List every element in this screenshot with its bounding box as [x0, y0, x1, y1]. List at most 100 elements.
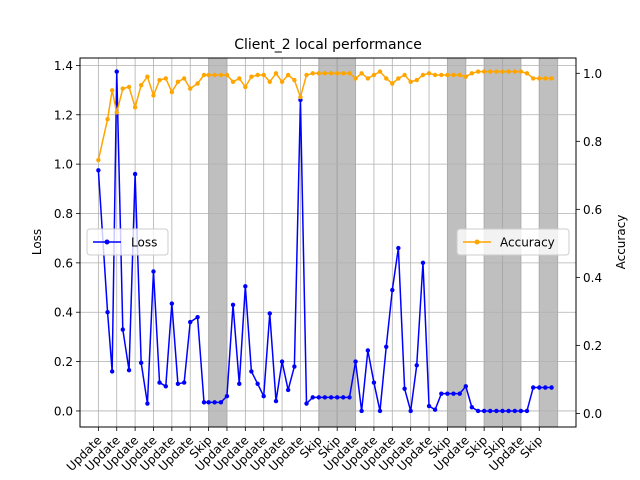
right-axis: 0.0 0.2 0.4 0.6 0.8 1.0	[576, 67, 602, 421]
data-point-loss	[414, 363, 419, 368]
chart-title: Client_2 local performance	[234, 37, 422, 53]
data-point-loss	[377, 408, 383, 414]
data-point-loss	[316, 395, 322, 400]
data-point-accuracy	[384, 76, 389, 81]
y-axis-label: Loss	[30, 229, 44, 255]
data-point-loss	[390, 287, 395, 293]
data-point-loss	[310, 395, 315, 400]
data-point-loss	[328, 395, 334, 400]
data-point-accuracy	[145, 74, 150, 79]
y2-axis-label: Accuracy	[614, 215, 628, 270]
data-point-accuracy	[132, 105, 138, 110]
data-point-accuracy	[524, 71, 530, 76]
data-point-accuracy	[353, 76, 358, 81]
data-point-loss	[445, 391, 450, 396]
data-point-accuracy	[396, 76, 401, 81]
data-point-accuracy	[512, 69, 518, 74]
data-point-loss	[500, 408, 505, 414]
data-point-loss	[188, 319, 193, 325]
data-point-loss	[420, 260, 426, 266]
data-point-loss	[341, 395, 346, 400]
data-point-accuracy	[518, 69, 524, 74]
data-point-accuracy	[365, 76, 371, 81]
data-point-accuracy	[96, 157, 101, 163]
data-point-loss	[549, 385, 554, 390]
data-point-loss	[181, 380, 187, 385]
data-point-accuracy	[543, 76, 548, 81]
data-point-loss	[132, 171, 138, 177]
data-point-accuracy	[249, 74, 254, 79]
data-point-accuracy	[457, 72, 462, 78]
data-point-loss	[334, 395, 340, 400]
data-point-accuracy	[432, 72, 438, 78]
data-point-accuracy	[224, 72, 230, 78]
data-point-accuracy	[279, 79, 285, 85]
data-point-loss	[105, 310, 110, 315]
data-point-loss	[432, 407, 438, 412]
data-point-accuracy	[334, 71, 340, 76]
data-point-loss	[273, 398, 279, 404]
data-point-accuracy	[500, 69, 505, 74]
legend-accuracy-marker	[474, 239, 480, 245]
left-axis: 0.0 0.2 0.4 0.6 0.8 1.0 1.2 1.4	[54, 59, 80, 418]
data-point-loss	[109, 369, 115, 374]
data-point-accuracy	[439, 72, 444, 78]
data-point-loss	[96, 168, 101, 173]
data-point-loss	[114, 69, 119, 74]
data-point-accuracy	[537, 76, 542, 81]
data-point-accuracy	[273, 71, 279, 76]
legend-accuracy-label: Accuracy	[500, 236, 555, 250]
data-point-accuracy	[218, 72, 224, 78]
data-point-loss	[169, 301, 175, 306]
data-point-loss	[195, 314, 200, 320]
data-point-accuracy	[494, 69, 499, 74]
data-point-loss	[469, 405, 475, 410]
legend-loss-marker	[104, 239, 110, 245]
data-point-accuracy	[359, 71, 364, 76]
data-point-accuracy	[255, 72, 260, 78]
y-tick-label: 0.2	[54, 355, 73, 369]
y2-tick-label: 0.6	[583, 203, 602, 217]
data-point-accuracy	[414, 77, 419, 83]
data-point-loss	[261, 393, 266, 399]
data-point-accuracy	[114, 110, 119, 115]
legend-loss-label: Loss	[131, 236, 157, 250]
data-point-loss	[322, 395, 328, 400]
data-point-loss	[249, 369, 254, 374]
plot-frame	[79, 57, 577, 428]
data-point-loss	[206, 400, 211, 405]
data-point-loss	[524, 408, 530, 414]
data-point-accuracy	[390, 81, 395, 86]
skip-band	[318, 57, 338, 428]
y-tick-label: 1.2	[54, 108, 73, 122]
y2-tick-label: 0.8	[583, 135, 602, 149]
data-point-accuracy	[322, 71, 328, 76]
data-point-loss	[463, 384, 468, 389]
data-point-accuracy	[347, 71, 352, 76]
data-point-accuracy	[261, 72, 266, 78]
data-point-loss	[224, 393, 230, 399]
data-point-accuracy	[481, 69, 487, 74]
data-point-loss	[518, 408, 524, 414]
legend-accuracy: Accuracy	[456, 228, 570, 256]
data-point-accuracy	[285, 72, 291, 78]
data-point-loss	[426, 403, 432, 409]
data-point-accuracy	[445, 72, 450, 78]
data-point-loss	[359, 408, 364, 414]
data-point-accuracy	[408, 79, 413, 85]
data-point-loss	[163, 384, 168, 389]
data-point-loss	[279, 359, 285, 364]
data-point-loss	[481, 408, 487, 414]
data-point-loss	[451, 391, 456, 396]
x-tick-label: Skip	[517, 433, 545, 461]
y2-tick-label: 0.2	[583, 339, 602, 353]
y2-tick-label: 1.0	[583, 67, 602, 81]
y-tick-label: 0.8	[54, 207, 73, 221]
data-point-accuracy	[328, 71, 334, 76]
data-point-loss	[126, 368, 132, 373]
data-point-accuracy	[488, 69, 493, 74]
legend-loss: Loss	[86, 228, 169, 256]
data-point-accuracy	[549, 76, 554, 81]
data-point-accuracy	[463, 74, 468, 79]
data-point-accuracy	[126, 84, 132, 90]
